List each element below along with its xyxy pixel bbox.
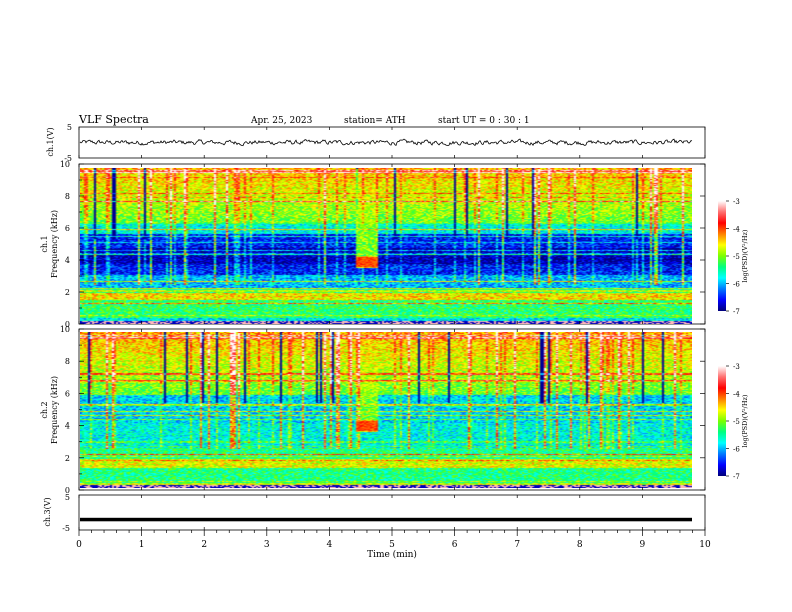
y-tick-label: 10	[60, 160, 70, 169]
y-tick-label: 8	[65, 192, 70, 201]
ch1-ylabel-line2: Frequency (kHz)	[50, 210, 59, 278]
ch2-spectrogram-panel: 0 2 4 6 8 10 ch.2 Frequency (kHz)	[40, 325, 706, 495]
y-tick-label: 6	[65, 389, 70, 398]
ch1-colorbar: -3 -4 -5 -6 -7 log(PSD)(V²/Hz)	[718, 198, 749, 316]
x-tick-label: 5	[389, 540, 395, 550]
ch3-ytick-bottom: -5	[62, 524, 70, 533]
ch1-colorbar-label: log(PSD)(V²/Hz)	[741, 229, 749, 282]
y-tick-label: 0	[65, 486, 70, 495]
ch3-panel-frame	[78, 494, 706, 531]
ch1-ylabel: ch.1(V)	[46, 127, 55, 156]
x-axis: 0 1 2 3 4 5 6 7 8 9 10	[76, 127, 711, 550]
colorbar-tick-label: -3	[733, 363, 740, 371]
colorbar-tick-label: -7	[733, 308, 740, 316]
y-tick-label: 10	[60, 325, 70, 334]
y-tick-label: 2	[65, 454, 70, 463]
ch3-waveform-panel: 5 -5 ch.3(V)	[43, 493, 706, 533]
figure-title: VLF Spectra	[78, 113, 149, 126]
x-tick-label: 0	[76, 540, 82, 550]
x-tick-label: 1	[139, 540, 145, 550]
colorbar-tick-label: -4	[733, 391, 740, 399]
date-label: Apr. 25, 2023	[250, 116, 313, 126]
start-ut-label: start UT = 0 : 30 : 1	[438, 116, 530, 126]
colorbar-tick-label: -5	[733, 418, 740, 426]
ch2-colorbar-label: log(PSD)(V²/Hz)	[741, 394, 749, 447]
x-tick-label: 2	[201, 540, 207, 550]
ch2-ylabel-line1: ch.2	[40, 401, 49, 418]
ch3-trace-line	[80, 517, 692, 522]
ch1-trace-line	[79, 138, 693, 147]
ch3-ytick-top: 5	[65, 493, 70, 502]
colorbar-tick-label: -7	[733, 473, 740, 481]
ch3-ylabel: ch.3(V)	[43, 497, 52, 526]
ch1-ylabel-line1: ch.1	[40, 235, 49, 252]
ch2-ylabel-line2: Frequency (kHz)	[50, 376, 59, 444]
ch1-colorbar-gradient	[718, 201, 726, 311]
x-tick-label: 9	[640, 540, 646, 550]
station-label: station= ATH	[344, 116, 406, 126]
x-tick-label: 4	[327, 540, 333, 550]
ch2-spectrogram-image	[80, 332, 692, 488]
x-tick-label: 7	[514, 540, 520, 550]
ch1-ytick-bottom: -5	[64, 154, 72, 163]
ch1-ytick-top: 5	[67, 123, 72, 132]
y-tick-label: 2	[65, 288, 70, 297]
x-axis-label: Time (min)	[367, 549, 417, 560]
x-tick-label: 10	[699, 540, 711, 550]
ch2-colorbar-gradient	[718, 366, 726, 476]
x-tick-label: 6	[452, 540, 458, 550]
y-tick-label: 6	[65, 224, 70, 233]
colorbar-tick-label: -6	[733, 446, 740, 454]
colorbar-tick-label: -5	[733, 253, 740, 261]
ch1-spectrogram-panel: 0 2 4 6 8 10 ch.1 Frequency (kHz)	[40, 160, 706, 329]
y-tick-label: 4	[65, 256, 70, 265]
y-tick-label: 8	[65, 357, 70, 366]
ch1-spectrogram-image	[80, 168, 692, 324]
colorbar-tick-label: -4	[733, 226, 740, 234]
ch1-waveform-panel: 5 -5 ch.1(V)	[46, 123, 706, 163]
ch2-colorbar: -3 -4 -5 -6 -7 log(PSD)(V²/Hz)	[718, 363, 749, 481]
y-tick-label: 0	[65, 320, 70, 329]
y-tick-label: 4	[65, 422, 70, 431]
x-tick-label: 8	[577, 540, 583, 550]
colorbar-tick-label: -6	[733, 281, 740, 289]
x-tick-label: 3	[264, 540, 270, 550]
colorbar-tick-label: -3	[733, 198, 740, 206]
